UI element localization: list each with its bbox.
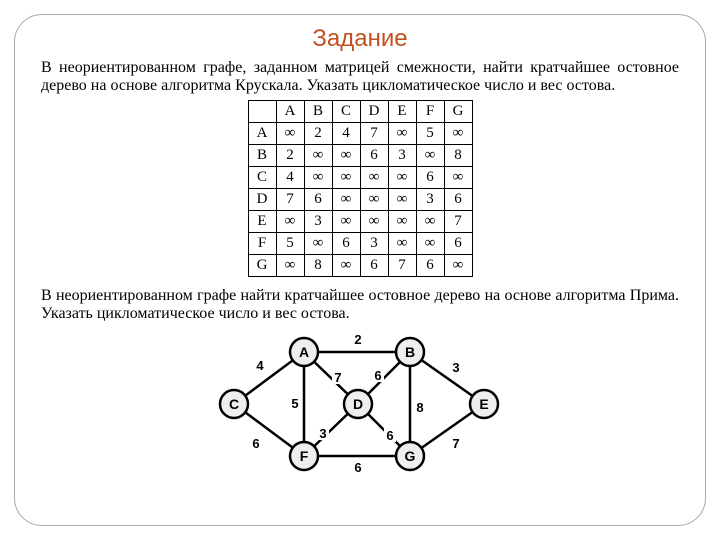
table-cell: ∞ <box>388 210 416 232</box>
edge-weight-label: 8 <box>416 400 423 415</box>
table-cell: ∞ <box>276 254 304 276</box>
graph-svg: 2 4 7 5 6 3 8 6 3 6 7 6 A B C D E F G <box>210 328 510 480</box>
edge-weight-label: 7 <box>334 370 341 385</box>
table-cell: 2 <box>304 122 332 144</box>
table-cell: ∞ <box>388 122 416 144</box>
table-cell: ∞ <box>360 210 388 232</box>
table-cell: 3 <box>304 210 332 232</box>
table-cell: ∞ <box>444 254 472 276</box>
table-cell: ∞ <box>332 210 360 232</box>
table-cell: ∞ <box>360 188 388 210</box>
edge-weight-label: 5 <box>291 396 298 411</box>
edge-weight-label: 7 <box>452 436 459 451</box>
graph-container: 2 4 7 5 6 3 8 6 3 6 7 6 A B C D E F G <box>41 328 679 480</box>
edge-weight-label: 6 <box>252 436 259 451</box>
table-cell: ∞ <box>276 210 304 232</box>
graph-node-label: C <box>229 396 239 412</box>
table-header-cell: E <box>388 100 416 122</box>
table-header-cell: D <box>360 100 388 122</box>
table-cell: 8 <box>444 144 472 166</box>
table-cell: 7 <box>444 210 472 232</box>
table-cell: 6 <box>444 188 472 210</box>
table-cell: ∞ <box>416 210 444 232</box>
table-cell: ∞ <box>388 166 416 188</box>
table-cell: 6 <box>360 254 388 276</box>
edge-weight-label: 6 <box>374 368 381 383</box>
table-row: D76∞∞∞36 <box>248 188 472 210</box>
table-cell: ∞ <box>416 144 444 166</box>
table-cell: 6 <box>304 188 332 210</box>
table-cell: 6 <box>444 232 472 254</box>
table-header-cell: A <box>276 100 304 122</box>
table-cell: ∞ <box>276 122 304 144</box>
table-cell: B <box>248 144 276 166</box>
table-cell: 5 <box>276 232 304 254</box>
table-cell: ∞ <box>304 144 332 166</box>
table-cell: ∞ <box>332 188 360 210</box>
table-cell: 3 <box>416 188 444 210</box>
edge-weight-label: 4 <box>256 358 264 373</box>
table-cell: 6 <box>416 166 444 188</box>
table-cell: 7 <box>388 254 416 276</box>
graph-node-label: B <box>405 344 415 360</box>
table-cell: 2 <box>276 144 304 166</box>
table-cell: 4 <box>332 122 360 144</box>
table-cell: 3 <box>388 144 416 166</box>
table-cell: 7 <box>360 122 388 144</box>
graph-node-label: G <box>405 448 416 464</box>
task-paragraph-1: В неориентированном графе, заданном матр… <box>41 59 679 96</box>
table-row: C4∞∞∞∞6∞ <box>248 166 472 188</box>
table-body: A∞247∞5∞B2∞∞63∞8C4∞∞∞∞6∞D76∞∞∞36E∞3∞∞∞∞7… <box>248 122 472 276</box>
table-header-row: ABCDEFG <box>248 100 472 122</box>
adjacency-matrix-table: ABCDEFG A∞247∞5∞B2∞∞63∞8C4∞∞∞∞6∞D76∞∞∞36… <box>248 100 473 277</box>
table-cell: 6 <box>332 232 360 254</box>
table-header-cell: F <box>416 100 444 122</box>
edge-weight-label: 6 <box>386 428 393 443</box>
edge-weight-label: 6 <box>354 460 361 475</box>
table-cell: 6 <box>360 144 388 166</box>
table-cell: D <box>248 188 276 210</box>
task-paragraph-2: В неориентированном графе найти кратчайш… <box>41 287 679 324</box>
table-header-cell <box>248 100 276 122</box>
graph-node-label: F <box>300 448 309 464</box>
table-cell: ∞ <box>304 166 332 188</box>
table-cell: ∞ <box>360 166 388 188</box>
table-row: A∞247∞5∞ <box>248 122 472 144</box>
table-header-cell: C <box>332 100 360 122</box>
edge-weight-label: 3 <box>452 360 459 375</box>
table-header-cell: G <box>444 100 472 122</box>
edge-weight-label: 2 <box>354 332 361 347</box>
table-cell: ∞ <box>444 122 472 144</box>
table-header-cell: B <box>304 100 332 122</box>
slide-frame: Задание В неориентированном графе, задан… <box>14 14 706 526</box>
table-cell: C <box>248 166 276 188</box>
table-cell: ∞ <box>444 166 472 188</box>
table-cell: ∞ <box>332 144 360 166</box>
table-cell: A <box>248 122 276 144</box>
slide-title: Задание <box>41 25 679 53</box>
table-cell: ∞ <box>304 232 332 254</box>
table-cell: ∞ <box>416 232 444 254</box>
table-cell: ∞ <box>388 232 416 254</box>
table-cell: ∞ <box>332 254 360 276</box>
table-cell: 5 <box>416 122 444 144</box>
table-cell: 8 <box>304 254 332 276</box>
table-row: E∞3∞∞∞∞7 <box>248 210 472 232</box>
table-cell: 4 <box>276 166 304 188</box>
table-cell: 6 <box>416 254 444 276</box>
table-cell: G <box>248 254 276 276</box>
edge-weight-label: 3 <box>319 426 326 441</box>
table-row: F5∞63∞∞6 <box>248 232 472 254</box>
graph-node-label: A <box>299 344 309 360</box>
table-cell: E <box>248 210 276 232</box>
table-cell: F <box>248 232 276 254</box>
table-cell: ∞ <box>388 188 416 210</box>
graph-node-label: D <box>353 396 363 412</box>
table-cell: 7 <box>276 188 304 210</box>
graph-node-label: E <box>479 396 488 412</box>
table-row: G∞8∞676∞ <box>248 254 472 276</box>
table-row: B2∞∞63∞8 <box>248 144 472 166</box>
table-cell: 3 <box>360 232 388 254</box>
table-cell: ∞ <box>332 166 360 188</box>
